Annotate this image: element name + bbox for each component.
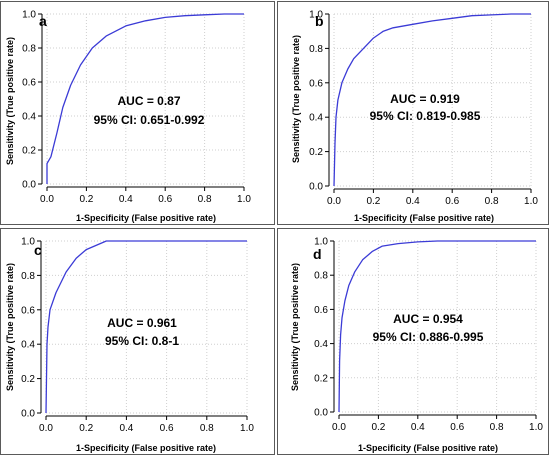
y-tick-label: 0.2: [314, 373, 328, 384]
x-tick-label: 0.4: [406, 196, 420, 207]
x-tick-label: 0.4: [411, 422, 425, 433]
x-tick-label: 0.2: [79, 194, 93, 205]
x-tick-label: 1.0: [240, 423, 254, 434]
ci-label: 95% CI: 0.819-0.985: [370, 109, 481, 123]
roc-panel-c: 0.0 0.2 0.4 0.6 0.8 1.0 0.0 0.2 0.4 0.6 0.8 1.0 c A…: [0, 228, 275, 455]
roc-chart-c: 0.0 0.2 0.4 0.6 0.8 1.0 0.0 0.2 0.4 0.6 0.8 1.0 c A…: [5, 237, 254, 454]
y-tick-label: 0.4: [22, 112, 36, 123]
y-axis-title: Sensitivity (True positive rate): [5, 263, 15, 391]
grid: [45, 240, 248, 414]
y-tick-label: 0.4: [309, 113, 323, 124]
roc-panel-d: 0.0 0.2 0.4 0.6 0.8 1.0 0.0 0.2 0.4 0.6 0.8 1.0 d A…: [277, 228, 549, 455]
y-tick-label: 1.0: [22, 10, 36, 21]
x-tick-label: 0.2: [371, 422, 385, 433]
y-tick-label: 1.0: [314, 237, 328, 248]
y-tick-label: 0.0: [22, 180, 36, 191]
x-tick-label: 0.0: [332, 422, 346, 433]
y-tick-label: 0.8: [22, 44, 36, 55]
x-tick-label: 0.4: [119, 423, 133, 434]
y-tick-label: 0.4: [21, 340, 35, 351]
auc-label: AUC = 0.919: [390, 92, 460, 106]
x-tick-label: 1.0: [237, 194, 251, 205]
x-tick-label: 0.0: [327, 196, 341, 207]
roc-curve: [333, 13, 531, 187]
x-tick-label: 0.6: [160, 423, 174, 434]
y-tick-label: 0.2: [21, 374, 35, 385]
x-tick-label: 0.6: [445, 196, 459, 207]
axes: 0.0 0.2 0.4 0.6 0.8 1.0 0.0 0.2 0.4 0.6 0.8 1.0: [21, 237, 254, 435]
auc-label: AUC = 0.87: [117, 94, 180, 108]
roc-panel-b: 0.0 0.2 0.4 0.6 0.8 1.0 0.0 0.2 0.4 0.6 0.8 1.0 b A…: [277, 1, 549, 225]
ci-label: 95% CI: 0.651-0.992: [94, 113, 205, 127]
panel-label: c: [34, 242, 42, 258]
y-tick-label: 0.6: [309, 78, 323, 89]
x-tick-label: 0.2: [366, 196, 380, 207]
x-axis-title: 1-Specificity (False positive rate): [76, 213, 216, 223]
y-axis-title: Sensitivity (True positive rate): [291, 35, 301, 163]
curve-group: [45, 240, 247, 414]
axes: 0.0 0.2 0.4 0.6 0.8 1.0 0.0 0.2 0.4 0.6 0.8 1.0: [314, 237, 543, 434]
panel-label: d: [313, 246, 322, 262]
roc-chart-a: 0.0 0.2 0.4 0.6 0.8 1.0 0.0 0.2 0.4 0.6 0.8 1.0 a A…: [5, 10, 251, 224]
x-axis-title: 1-Specificity (False positive rate): [358, 443, 498, 453]
axes: 0.0 0.2 0.4 0.6 0.8 1.0 0.0 0.2 0.4 0.6 0.8 1.0: [22, 10, 251, 206]
x-tick-label: 0.6: [158, 194, 172, 205]
y-axis-title: Sensitivity (True positive rate): [290, 263, 300, 391]
curve-group: [46, 13, 244, 184]
y-tick-label: 0.4: [314, 339, 328, 350]
roc-panel-a: 0.0 0.2 0.4 0.6 0.8 1.0 0.0 0.2 0.4 0.6 0.8 1.0 a A…: [0, 1, 275, 225]
auc-label: AUC = 0.954: [393, 312, 463, 326]
y-tick-label: 0.0: [314, 408, 328, 419]
y-tick-label: 1.0: [309, 10, 323, 21]
x-tick-label: 0.8: [198, 194, 212, 205]
y-tick-label: 0.6: [22, 78, 36, 89]
roc-curve: [45, 240, 247, 414]
auc-label: AUC = 0.961: [107, 316, 177, 330]
roc-chart-b: 0.0 0.2 0.4 0.6 0.8 1.0 0.0 0.2 0.4 0.6 0.8 1.0 b A…: [291, 10, 538, 224]
y-tick-label: 0.8: [309, 44, 323, 55]
y-tick-label: 0.0: [21, 409, 35, 420]
y-tick-label: 0.8: [314, 271, 328, 282]
y-tick-label: 0.8: [21, 271, 35, 282]
curve-group: [338, 240, 536, 413]
roc-chart-d: 0.0 0.2 0.4 0.6 0.8 1.0 0.0 0.2 0.4 0.6 0.8 1.0 d A…: [290, 237, 543, 454]
grid: [338, 240, 537, 413]
panel-label: b: [315, 13, 324, 29]
curve-group: [333, 13, 531, 187]
x-tick-label: 0.4: [119, 194, 133, 205]
y-axis-title: Sensitivity (True positive rate): [5, 37, 15, 165]
x-tick-label: 0.0: [39, 423, 53, 434]
y-tick-label: 0.6: [314, 305, 328, 316]
x-tick-label: 1.0: [524, 196, 538, 207]
x-axis-title: 1-Specificity (False positive rate): [76, 443, 216, 453]
grid: [46, 13, 245, 185]
y-tick-label: 0.6: [21, 305, 35, 316]
x-tick-label: 0.8: [485, 196, 499, 207]
y-tick-label: 0.2: [309, 147, 323, 158]
roc-curve: [46, 13, 244, 184]
x-tick-label: 0.8: [200, 423, 214, 434]
x-tick-label: 0.6: [450, 422, 464, 433]
x-tick-label: 1.0: [529, 422, 543, 433]
x-tick-label: 0.8: [490, 422, 504, 433]
x-tick-label: 0.0: [40, 194, 54, 205]
ci-label: 95% CI: 0.886-0.995: [373, 330, 484, 344]
y-tick-label: 1.0: [21, 237, 35, 248]
panel-label: a: [39, 13, 47, 29]
y-tick-label: 0.0: [309, 182, 323, 193]
y-tick-label: 0.2: [22, 146, 36, 157]
axes: 0.0 0.2 0.4 0.6 0.8 1.0 0.0 0.2 0.4 0.6 0.8 1.0: [309, 10, 538, 208]
x-tick-label: 0.2: [79, 423, 93, 434]
ci-label: 95% CI: 0.8-1: [105, 334, 179, 348]
x-axis-title: 1-Specificity (False positive rate): [354, 213, 494, 223]
roc-curve: [338, 240, 536, 413]
